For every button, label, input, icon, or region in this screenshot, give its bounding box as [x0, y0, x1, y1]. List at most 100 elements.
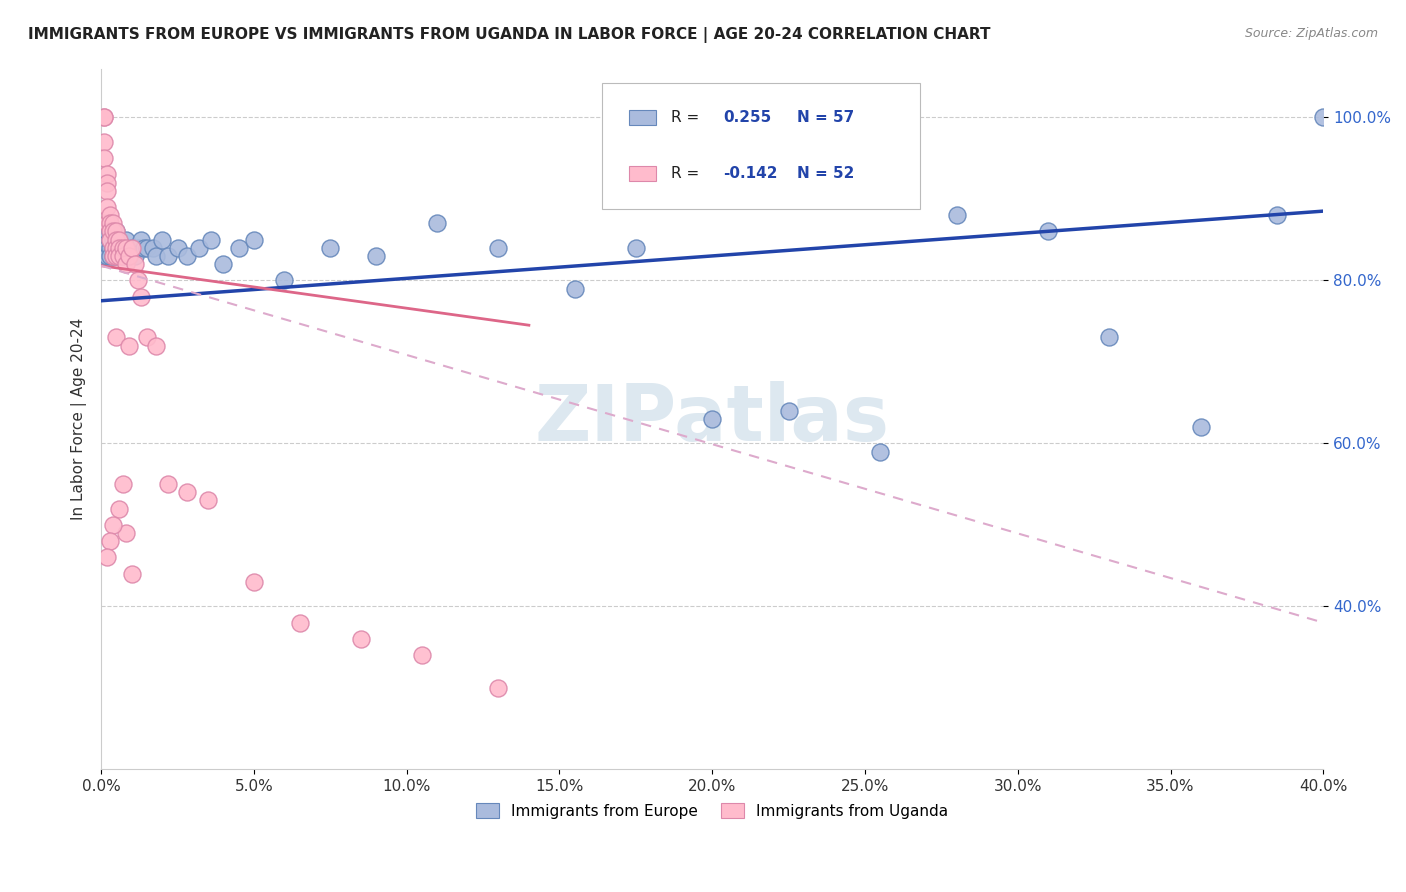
Point	[96, 176, 118, 190]
Point	[98, 225, 121, 239]
Point	[114, 526, 136, 541]
Point	[212, 257, 235, 271]
Point	[103, 233, 125, 247]
Point	[108, 501, 131, 516]
Point	[187, 241, 209, 255]
Text: R =: R =	[671, 166, 699, 181]
Point	[145, 249, 167, 263]
Text: N = 57: N = 57	[797, 110, 853, 125]
Point	[108, 233, 131, 247]
Point	[103, 517, 125, 532]
Point	[243, 233, 266, 247]
Point	[96, 550, 118, 565]
Point	[98, 208, 121, 222]
Point	[114, 233, 136, 247]
Point	[157, 249, 180, 263]
Point	[105, 249, 128, 263]
Point	[564, 281, 586, 295]
Point	[93, 151, 115, 165]
Point	[105, 241, 128, 255]
Point	[288, 615, 311, 630]
Text: R =: R =	[671, 110, 699, 125]
Point	[98, 225, 121, 239]
Point	[93, 249, 115, 263]
Point	[98, 233, 121, 247]
Point	[1189, 420, 1212, 434]
Point	[103, 249, 125, 263]
Point	[105, 225, 128, 239]
Point	[145, 338, 167, 352]
Point	[105, 330, 128, 344]
Point	[869, 444, 891, 458]
Point	[105, 225, 128, 239]
Text: ZIPatlas: ZIPatlas	[534, 381, 890, 457]
Point	[166, 241, 188, 255]
Y-axis label: In Labor Force | Age 20-24: In Labor Force | Age 20-24	[72, 318, 87, 520]
Point	[96, 200, 118, 214]
Text: -0.142: -0.142	[723, 166, 778, 181]
Point	[426, 216, 449, 230]
Point	[150, 233, 173, 247]
Point	[98, 534, 121, 549]
Point	[124, 257, 146, 271]
Point	[98, 241, 121, 255]
Point	[117, 338, 139, 352]
Point	[127, 241, 149, 255]
Point	[129, 233, 152, 247]
Point	[93, 111, 115, 125]
Point	[111, 241, 134, 255]
Point	[132, 241, 155, 255]
Point	[136, 241, 159, 255]
Point	[103, 225, 125, 239]
Point	[157, 477, 180, 491]
Point	[93, 241, 115, 255]
Point	[103, 241, 125, 255]
Legend: Immigrants from Europe, Immigrants from Uganda: Immigrants from Europe, Immigrants from …	[470, 797, 955, 825]
Point	[96, 184, 118, 198]
Point	[98, 249, 121, 263]
Point	[117, 249, 139, 263]
Point	[486, 241, 509, 255]
Text: N = 52: N = 52	[797, 166, 853, 181]
Point	[114, 257, 136, 271]
Text: 0.255: 0.255	[723, 110, 772, 125]
Point	[111, 249, 134, 263]
Point	[1267, 208, 1289, 222]
Point	[319, 241, 342, 255]
Point	[142, 241, 165, 255]
Point	[117, 249, 139, 263]
Point	[124, 249, 146, 263]
Point	[243, 574, 266, 589]
Point	[411, 648, 433, 663]
Point	[98, 216, 121, 230]
Point	[105, 233, 128, 247]
Point	[93, 111, 115, 125]
Point	[176, 249, 198, 263]
Point	[96, 241, 118, 255]
Point	[121, 241, 143, 255]
Point	[111, 241, 134, 255]
Point	[93, 135, 115, 149]
Point	[1098, 330, 1121, 344]
Point	[98, 233, 121, 247]
Point	[96, 249, 118, 263]
Point	[108, 241, 131, 255]
Point	[114, 241, 136, 255]
Point	[111, 249, 134, 263]
Point	[96, 233, 118, 247]
Point	[105, 241, 128, 255]
Point	[103, 249, 125, 263]
Point	[136, 330, 159, 344]
Point	[96, 216, 118, 230]
FancyBboxPatch shape	[628, 166, 657, 181]
Point	[273, 273, 295, 287]
Text: IMMIGRANTS FROM EUROPE VS IMMIGRANTS FROM UGANDA IN LABOR FORCE | AGE 20-24 CORR: IMMIGRANTS FROM EUROPE VS IMMIGRANTS FRO…	[28, 27, 991, 43]
Point	[103, 216, 125, 230]
Point	[197, 493, 219, 508]
FancyBboxPatch shape	[628, 110, 657, 125]
Point	[111, 477, 134, 491]
Point	[105, 249, 128, 263]
Point	[200, 233, 222, 247]
Point	[486, 681, 509, 695]
Point	[114, 241, 136, 255]
